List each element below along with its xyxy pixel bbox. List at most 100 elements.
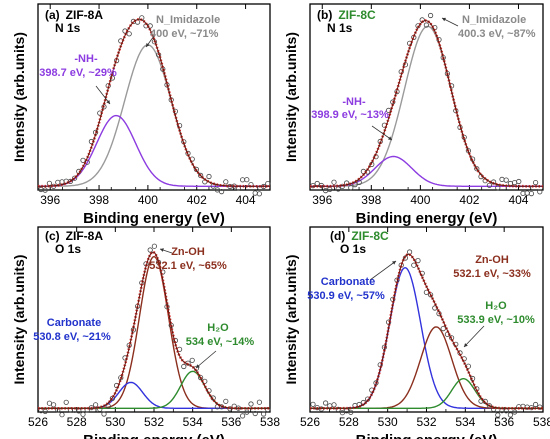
peak-label-name: Zn-OH <box>171 246 205 258</box>
data-point <box>415 257 421 264</box>
data-point <box>46 400 52 406</box>
data-point <box>449 83 455 89</box>
data-point <box>516 178 522 185</box>
core-level-label: O 1s <box>55 242 81 256</box>
data-point <box>486 182 492 188</box>
peak-label-value: 398.9 eV, ~13% <box>311 109 389 121</box>
peak-curve-2 <box>38 370 270 409</box>
data-point <box>101 411 107 417</box>
x-tick-label: 536 <box>494 415 514 429</box>
peak-label-value: 398.7 eV, ~29% <box>39 67 117 79</box>
peak-curve-1 <box>38 114 270 187</box>
data-point <box>331 402 337 408</box>
leader-line <box>371 125 393 141</box>
data-point <box>105 403 111 409</box>
data-point <box>206 173 212 180</box>
data-point <box>214 187 220 193</box>
x-tick-label: 536 <box>221 415 241 429</box>
data-point <box>63 399 69 405</box>
envelope-dotted <box>37 18 270 188</box>
panel-1: 396 398 400 402 404 Binding energy (eV) Intens… <box>283 3 544 227</box>
data-point <box>507 180 513 187</box>
sample-name: ZIF-8A <box>66 229 104 243</box>
data-point <box>248 401 254 407</box>
data-point <box>261 411 267 417</box>
leader-arrowhead <box>196 364 200 368</box>
panel-label: (b) ZIF-8C <box>317 8 376 22</box>
data-point <box>331 179 337 185</box>
panel-label: (c) ZIF-8A <box>45 229 103 243</box>
sample-name: ZIF-8C <box>338 8 376 22</box>
data-point <box>423 289 430 295</box>
leader-arrowhead <box>464 343 468 347</box>
data-point <box>465 148 471 154</box>
sample-name: ZIF-8C <box>351 229 389 243</box>
x-axis-label: Binding energy (eV) <box>356 210 498 227</box>
data-point <box>533 180 539 186</box>
peak-label-name: -NH- <box>74 53 98 65</box>
leader-line <box>195 350 217 369</box>
x-tick-label: 526 <box>300 415 320 429</box>
peak-label-value: 532.1 eV, ~65% <box>149 260 227 272</box>
peak-curve-1 <box>310 326 543 409</box>
panel-letter: (b) <box>317 8 332 22</box>
peak-label-value: 530.9 eV, ~57% <box>307 290 385 302</box>
data-point <box>486 403 492 409</box>
data-point <box>84 407 90 413</box>
sample-name: ZIF-8A <box>66 8 104 22</box>
data-point <box>327 403 333 409</box>
x-tick-label: 528 <box>67 415 87 429</box>
data-point <box>495 185 501 191</box>
data-point <box>512 409 518 415</box>
peak-label-name: -NH- <box>342 96 366 108</box>
x-axis-label: Binding energy (eV) <box>356 432 498 439</box>
data-point <box>474 166 480 172</box>
x-tick-label: 538 <box>260 415 280 429</box>
data-point <box>440 326 446 332</box>
data-point <box>512 180 518 186</box>
peak-label-name: Carbonate <box>47 317 101 329</box>
panel-label: (d) ZIF-8C <box>330 229 389 243</box>
x-tick-label: 398 <box>361 193 381 207</box>
x-tick-label: 534 <box>455 415 475 429</box>
data-point <box>59 412 65 418</box>
panel-letter: (c) <box>45 229 60 243</box>
data-point <box>223 398 229 404</box>
core-level-label: N 1s <box>327 21 353 35</box>
x-tick-label: 402 <box>187 193 207 207</box>
panel-letter: (d) <box>330 229 345 243</box>
x-tick-label: 532 <box>416 415 436 429</box>
x-tick-label: 530 <box>378 415 398 429</box>
panel-2: 526 528 530 532 534 536 538 Binding energy (eV)… <box>11 226 280 439</box>
peak-label-value: 532.1 eV, ~33% <box>453 268 531 280</box>
peak-curve-1 <box>310 155 543 187</box>
peak-label-value: 400 eV, ~71% <box>150 28 219 40</box>
data-point <box>198 172 204 178</box>
envelope-line <box>37 18 270 187</box>
data-point <box>147 247 153 253</box>
data-point <box>198 375 204 381</box>
peak-label-name: N_Imidazole <box>156 14 220 26</box>
data-point <box>352 182 358 188</box>
x-tick-label: 400 <box>138 193 158 207</box>
data-point <box>318 182 324 189</box>
envelope-line <box>38 251 270 409</box>
data-point <box>181 363 187 370</box>
data-point <box>537 189 543 195</box>
panel-3: 526 528 530 532 534 536 538 Binding energy (eV)… <box>283 226 550 439</box>
y-axis-label: Intensity (arb.units) <box>283 32 299 162</box>
panel-label: (a) ZIF-8A <box>45 8 103 22</box>
x-tick-label: 532 <box>144 415 164 429</box>
leader-line <box>369 260 397 281</box>
data-point <box>80 411 86 417</box>
y-axis-label: Intensity (arb.units) <box>11 255 27 385</box>
data-point <box>499 176 505 182</box>
data-point <box>428 12 434 19</box>
data-point <box>189 357 195 363</box>
data-point <box>46 180 52 186</box>
data-point <box>92 402 99 408</box>
data-point <box>423 22 430 28</box>
peak-label-name: N_Imidazole <box>462 14 526 26</box>
plot-frame <box>309 3 544 191</box>
data-point <box>411 262 417 268</box>
